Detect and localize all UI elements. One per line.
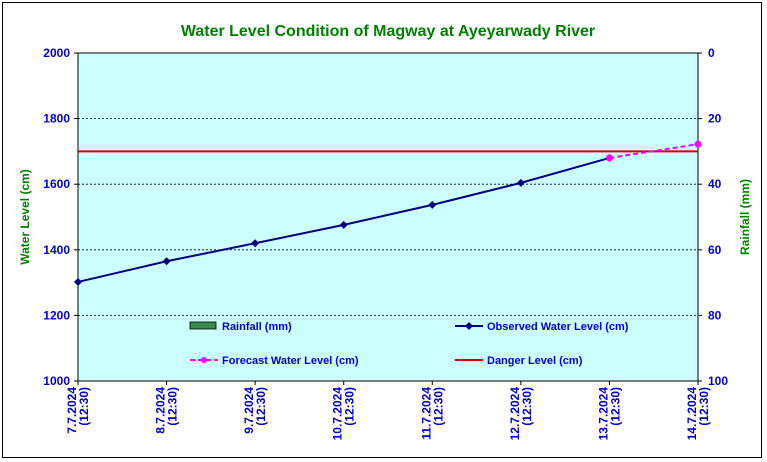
forecast-water-level-line xyxy=(609,143,699,159)
y-axis-label: Water Level (cm) xyxy=(18,169,32,265)
legend-rainfall-swatch xyxy=(189,321,217,330)
y2-tick-label: 80 xyxy=(708,308,722,322)
y2-tick-label: 60 xyxy=(708,243,722,257)
forecast-point xyxy=(694,140,702,148)
legend-label: Danger Level (cm) xyxy=(487,355,583,367)
observed-point xyxy=(162,257,171,266)
legend-forecast-marker xyxy=(201,357,207,363)
x-tick-label: 9.7.2024(12:30) xyxy=(242,387,268,434)
x-tick-label: 14.7.2024(12:30) xyxy=(685,387,711,441)
x-tick-label: 10.7.2024(12:30) xyxy=(331,387,357,441)
y-tick-label: 1000 xyxy=(43,374,70,388)
observed-point xyxy=(516,178,525,187)
x-tick-label: 11.7.2024(12:30) xyxy=(419,387,445,440)
legend-observed-marker xyxy=(465,322,473,330)
x-axis-ticks: 7.7.2024(12:30) 8.7.2024(12:30) 9.7.2024(1… xyxy=(65,381,711,440)
observed-point xyxy=(428,200,437,209)
observed-point xyxy=(74,277,82,286)
legend: Rainfall (mm) Observed Water Level (cm) Fo… xyxy=(189,321,629,367)
observed-point xyxy=(339,220,348,229)
x-tick-label: 8.7.2024(12:30) xyxy=(154,387,180,434)
legend-label: Forecast Water Level (cm) xyxy=(222,355,359,367)
forecast-point xyxy=(605,154,613,162)
y-tick-label: 2000 xyxy=(43,46,70,60)
y2-tick-label: 40 xyxy=(708,177,722,191)
plot-area xyxy=(77,52,699,382)
grid-lines xyxy=(78,52,698,316)
y2-tick-label: 20 xyxy=(708,112,722,126)
y-tick-label: 1400 xyxy=(43,243,70,257)
y2-axis-label: Rainfall (mm) xyxy=(738,179,752,255)
y2-tick-label: 100 xyxy=(708,374,728,388)
chart-title: Water Level Condition of Magway at Ayeya… xyxy=(181,23,595,40)
y-tick-label: 1200 xyxy=(43,308,70,322)
y-tick-label: 1600 xyxy=(43,177,70,191)
y2-tick-label: 0 xyxy=(708,46,715,60)
left-axis-ticks: 1000 1200 1400 1600 1800 2000 xyxy=(43,46,78,388)
x-tick-label: 12.7.2024(12:30) xyxy=(508,387,534,441)
legend-label: Rainfall (mm) xyxy=(222,321,292,333)
x-tick-label: 13.7.2024(12:30) xyxy=(596,387,622,441)
right-axis-ticks: 0 20 40 60 80 100 xyxy=(698,46,728,388)
legend-label: Observed Water Level (cm) xyxy=(487,321,629,333)
y-tick-label: 1800 xyxy=(43,112,70,126)
observed-point xyxy=(251,239,260,248)
series-layer xyxy=(74,140,702,286)
x-tick-label: 7.7.2024(12:30) xyxy=(65,387,91,434)
